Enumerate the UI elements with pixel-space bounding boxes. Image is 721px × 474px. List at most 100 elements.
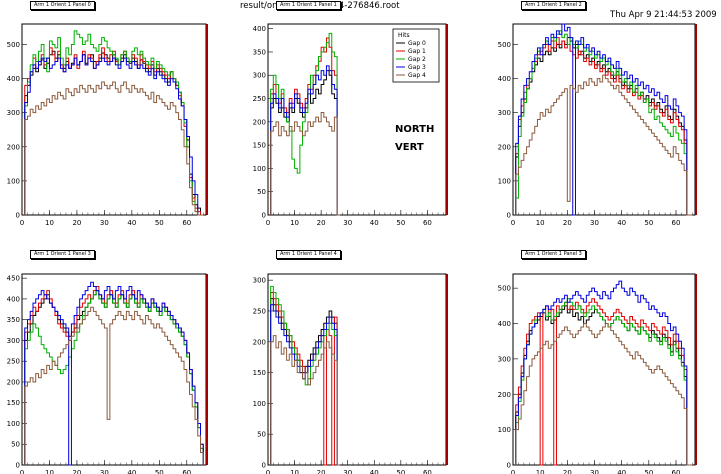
y-tick-label: 0 [16,462,20,470]
x-tick-label: 60 [423,469,432,474]
series-line-0 [515,37,693,216]
x-tick-label: 30 [590,469,599,474]
y-tick-label: 50 [257,431,266,439]
y-tick-label: 100 [498,177,511,185]
x-tick-label: 60 [423,219,432,227]
y-tick-label: 250 [253,95,266,103]
series-line-3 [24,54,204,216]
y-tick-label: 300 [7,337,20,345]
vert-label: VERT [395,142,424,153]
y-tick-label: 200 [253,118,266,126]
series-line-4 [515,74,693,216]
panel-0: 0 10 20 30 40 50 60 0 100 200 300 400 500 [7,23,208,227]
plot-frame [267,273,447,466]
series-line-3 [24,281,204,466]
series-line-2 [24,30,204,216]
x-tick-label: 50 [644,469,653,474]
y-tick-label: 400 [498,75,511,83]
y-tick-label: 400 [7,75,20,83]
x-tick-label: 60 [182,469,191,474]
x-tick-label: 50 [644,219,653,227]
y-tick-label: 150 [253,142,266,150]
y-tick-label: 150 [7,399,20,407]
y-tick-label: 400 [253,25,266,33]
series-line-3 [270,65,340,216]
y-tick-label: 100 [253,165,266,173]
legend-label-2: Gap 2 [408,56,426,63]
y-tick-label: 0 [262,462,266,470]
y-tick-label: 500 [7,41,20,49]
x-tick-label: 20 [317,469,326,474]
x-tick-label: 50 [155,469,164,474]
x-tick-label: 40 [617,469,626,474]
y-tick-label: 0 [262,212,266,220]
x-tick-label: 30 [343,219,352,227]
y-tick-label: 200 [7,378,20,386]
x-tick-label: 10 [536,469,545,474]
y-tick-label: 100 [253,400,266,408]
y-tick-label: 0 [507,462,511,470]
x-tick-label: 10 [290,469,299,474]
legend-label-4: Gap 4 [408,72,426,79]
y-tick-label: 0 [507,212,511,220]
x-tick-label: 60 [182,219,191,227]
panel-4: 0 10 20 30 40 50 60 0 50 100 150 200 250 300 [253,273,448,474]
y-tick-label: 400 [498,320,511,328]
legend-box [392,28,440,83]
timestamp: Thu Apr 9 21:44:53 2009 [610,10,717,20]
y-tick-label: 100 [7,420,20,428]
y-tick-label: 200 [498,391,511,399]
x-tick-label: 50 [396,469,405,474]
y-tick-label: 250 [253,307,266,315]
x-tick-label: 50 [396,219,405,227]
legend-title: Hits [398,32,410,39]
panel-title-4: Arm 1 Orient 1 Panel 4 [276,250,341,259]
y-tick-label: 350 [253,48,266,56]
x-tick-label: 40 [370,219,379,227]
series-line-4 [270,112,340,216]
panel-3: 0 10 20 30 40 50 60 0 50 100 150 200 250 300 350 400 450 [7,273,208,474]
series-line-4 [270,335,340,466]
legend-label-0: Gap 0 [408,40,426,47]
x-tick-label: 20 [317,219,326,227]
x-tick-label: 10 [45,219,54,227]
x-tick-label: 50 [155,219,164,227]
x-tick-label: 20 [72,219,81,227]
x-tick-label: 40 [127,219,136,227]
x-tick-label: 0 [511,219,515,227]
y-tick-label: 250 [7,358,20,366]
series-line-2 [270,32,340,216]
x-tick-label: 40 [617,219,626,227]
y-tick-label: 300 [253,72,266,80]
series-line-1 [515,37,693,216]
x-tick-label: 20 [72,469,81,474]
y-tick-label: 500 [498,285,511,293]
panel-title-3: Arm 1 Orient 1 Panel 3 [30,250,95,259]
legend-label-1: Gap 1 [408,48,426,55]
y-tick-label: 150 [253,369,266,377]
x-tick-label: 20 [563,219,572,227]
plot-frame [21,23,207,216]
y-tick-label: 350 [7,316,20,324]
x-tick-label: 10 [536,219,545,227]
x-tick-label: 60 [672,219,681,227]
y-tick-label: 200 [7,143,20,151]
series-line-3 [515,280,693,466]
y-tick-label: 50 [11,441,20,449]
y-tick-label: 300 [498,355,511,363]
panel-title-1: Arm 1 Orient 1 Panel 1 [276,1,341,10]
x-tick-label: 30 [343,469,352,474]
y-tick-label: 500 [498,41,511,49]
x-tick-label: 0 [20,469,24,474]
y-tick-label: 400 [7,295,20,303]
x-tick-label: 30 [100,469,109,474]
y-tick-label: 100 [498,426,511,434]
y-tick-label: 300 [253,277,266,285]
y-tick-label: 0 [16,212,20,220]
series-line-4 [515,323,693,466]
x-tick-label: 0 [511,469,515,474]
panel-title-0: Arm 1 Orient 1 Panel 0 [30,1,95,10]
north-label: NORTH [395,124,435,135]
